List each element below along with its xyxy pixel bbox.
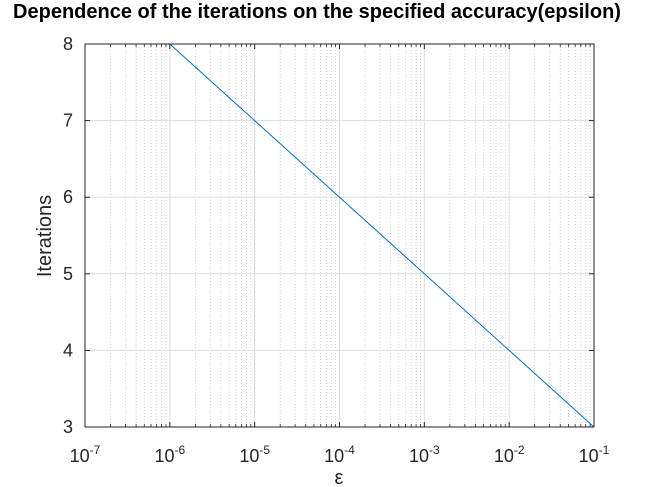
x-axis-title: ε — [335, 467, 344, 487]
chart-title: Dependence of the iterations on the spec… — [13, 1, 621, 23]
x-tick-label: 10-4 — [324, 443, 355, 466]
tick-marks — [84, 43, 595, 428]
x-tick-label: 10-6 — [154, 443, 185, 466]
x-axis-tick-labels: 10-7 10-6 10-5 10-4 10-3 10-2 10-1 — [70, 443, 610, 466]
x-tick-label: 10-5 — [239, 443, 270, 466]
y-axis-title: Iterations — [34, 195, 56, 277]
x-tick-label: 10-2 — [494, 443, 525, 466]
minor-grid — [110, 44, 591, 427]
y-tick-label: 7 — [63, 111, 73, 131]
y-tick-label: 3 — [63, 417, 73, 437]
y-axis-tick-labels: 3 4 5 6 7 8 — [63, 34, 73, 437]
x-tick-label: 10-7 — [70, 443, 101, 466]
y-tick-label: 8 — [63, 34, 73, 54]
y-tick-label: 5 — [63, 264, 73, 284]
x-tick-label: 10-1 — [579, 443, 610, 466]
x-tick-label: 10-3 — [409, 443, 440, 466]
y-tick-label: 6 — [63, 187, 73, 207]
y-tick-label: 4 — [63, 340, 73, 360]
plot-area — [84, 43, 595, 428]
